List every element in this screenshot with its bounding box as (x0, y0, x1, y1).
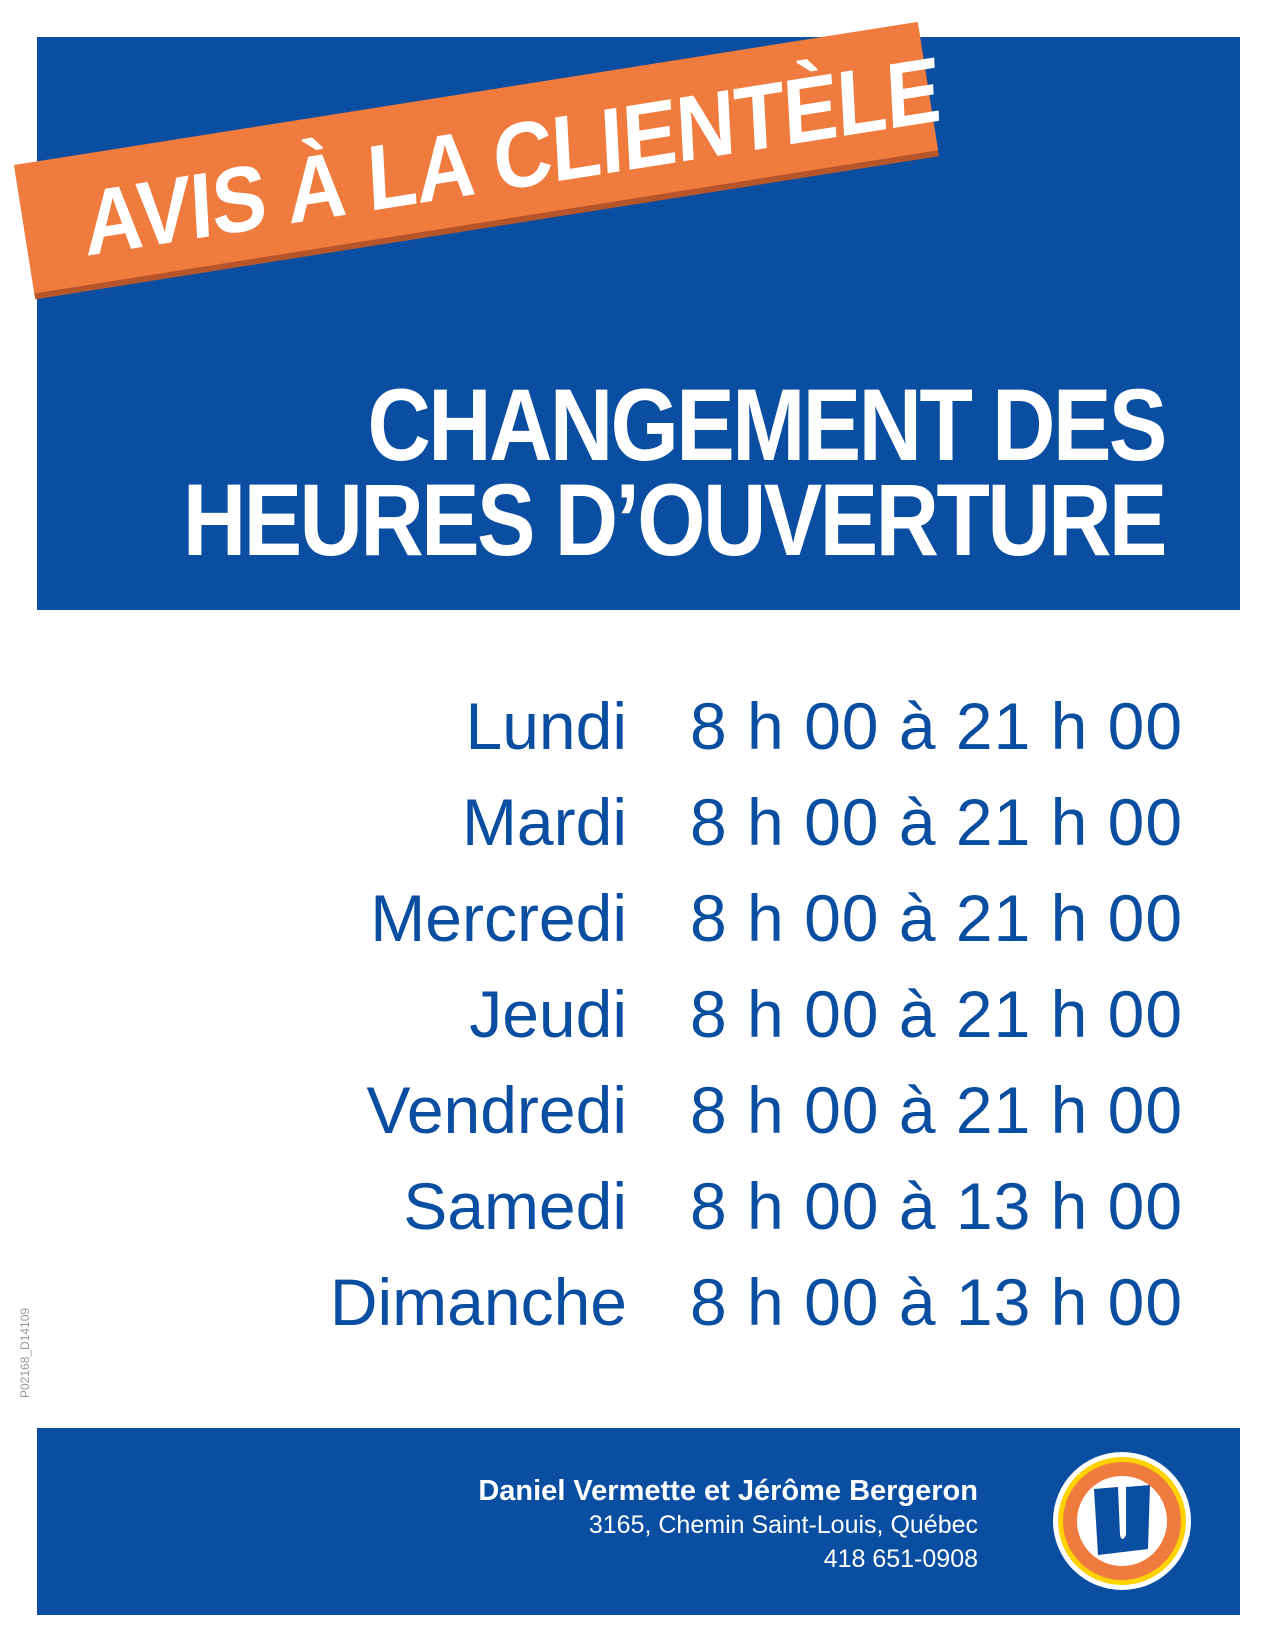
day-label: Jeudi (469, 977, 627, 1051)
footer-panel: Daniel Vermette et Jérôme Bergeron 3165,… (37, 1428, 1240, 1615)
day-label: Lundi (465, 689, 628, 763)
hours-value: 8 h 00 à 21 h 00 (690, 977, 1184, 1051)
brand-logo-icon (1053, 1452, 1191, 1590)
day-label: Vendredi (366, 1073, 627, 1147)
hours-value: 8 h 00 à 13 h 00 (690, 1169, 1184, 1243)
hours-value: 8 h 00 à 21 h 00 (690, 785, 1184, 859)
hours-value: 8 h 00 à 21 h 00 (690, 1073, 1184, 1147)
document-code: P02168_D14109 (18, 1307, 32, 1398)
day-label: Mardi (461, 785, 627, 859)
store-phone: 418 651-0908 (823, 1545, 978, 1573)
title-line-2: HEURES D’OUVERTURE (183, 463, 1168, 577)
day-label: Mercredi (370, 881, 627, 955)
hours-value: 8 h 00 à 21 h 00 (690, 881, 1184, 955)
owners-name: Daniel Vermette et Jérôme Bergeron (478, 1475, 978, 1507)
schedule-row: Jeudi 8 h 00 à 21 h 00 (0, 976, 1275, 1072)
schedule-row: Mardi 8 h 00 à 21 h 00 (0, 784, 1275, 880)
schedule-row: Lundi 8 h 00 à 21 h 00 (0, 688, 1275, 784)
hours-value: 8 h 00 à 13 h 00 (690, 1265, 1184, 1339)
schedule-row: Dimanche 8 h 00 à 13 h 00 (0, 1264, 1275, 1360)
schedule-row: Mercredi 8 h 00 à 21 h 00 (0, 880, 1275, 976)
store-address: 3165, Chemin Saint-Louis, Québec (588, 1511, 978, 1539)
day-label: Samedi (403, 1169, 627, 1243)
hours-schedule: Lundi 8 h 00 à 21 h 00 Mardi 8 h 00 à 21 h… (0, 688, 1275, 1360)
day-label: Dimanche (329, 1265, 627, 1339)
title-line-1: CHANGEMENT DES (367, 368, 1168, 482)
schedule-row: Vendredi 8 h 00 à 21 h 00 (0, 1072, 1275, 1168)
schedule-row: Samedi 8 h 00 à 13 h 00 (0, 1168, 1275, 1264)
hours-value: 8 h 00 à 21 h 00 (690, 689, 1184, 763)
page-title: CHANGEMENT DES HEURES D’OUVERTURE (183, 368, 1168, 577)
